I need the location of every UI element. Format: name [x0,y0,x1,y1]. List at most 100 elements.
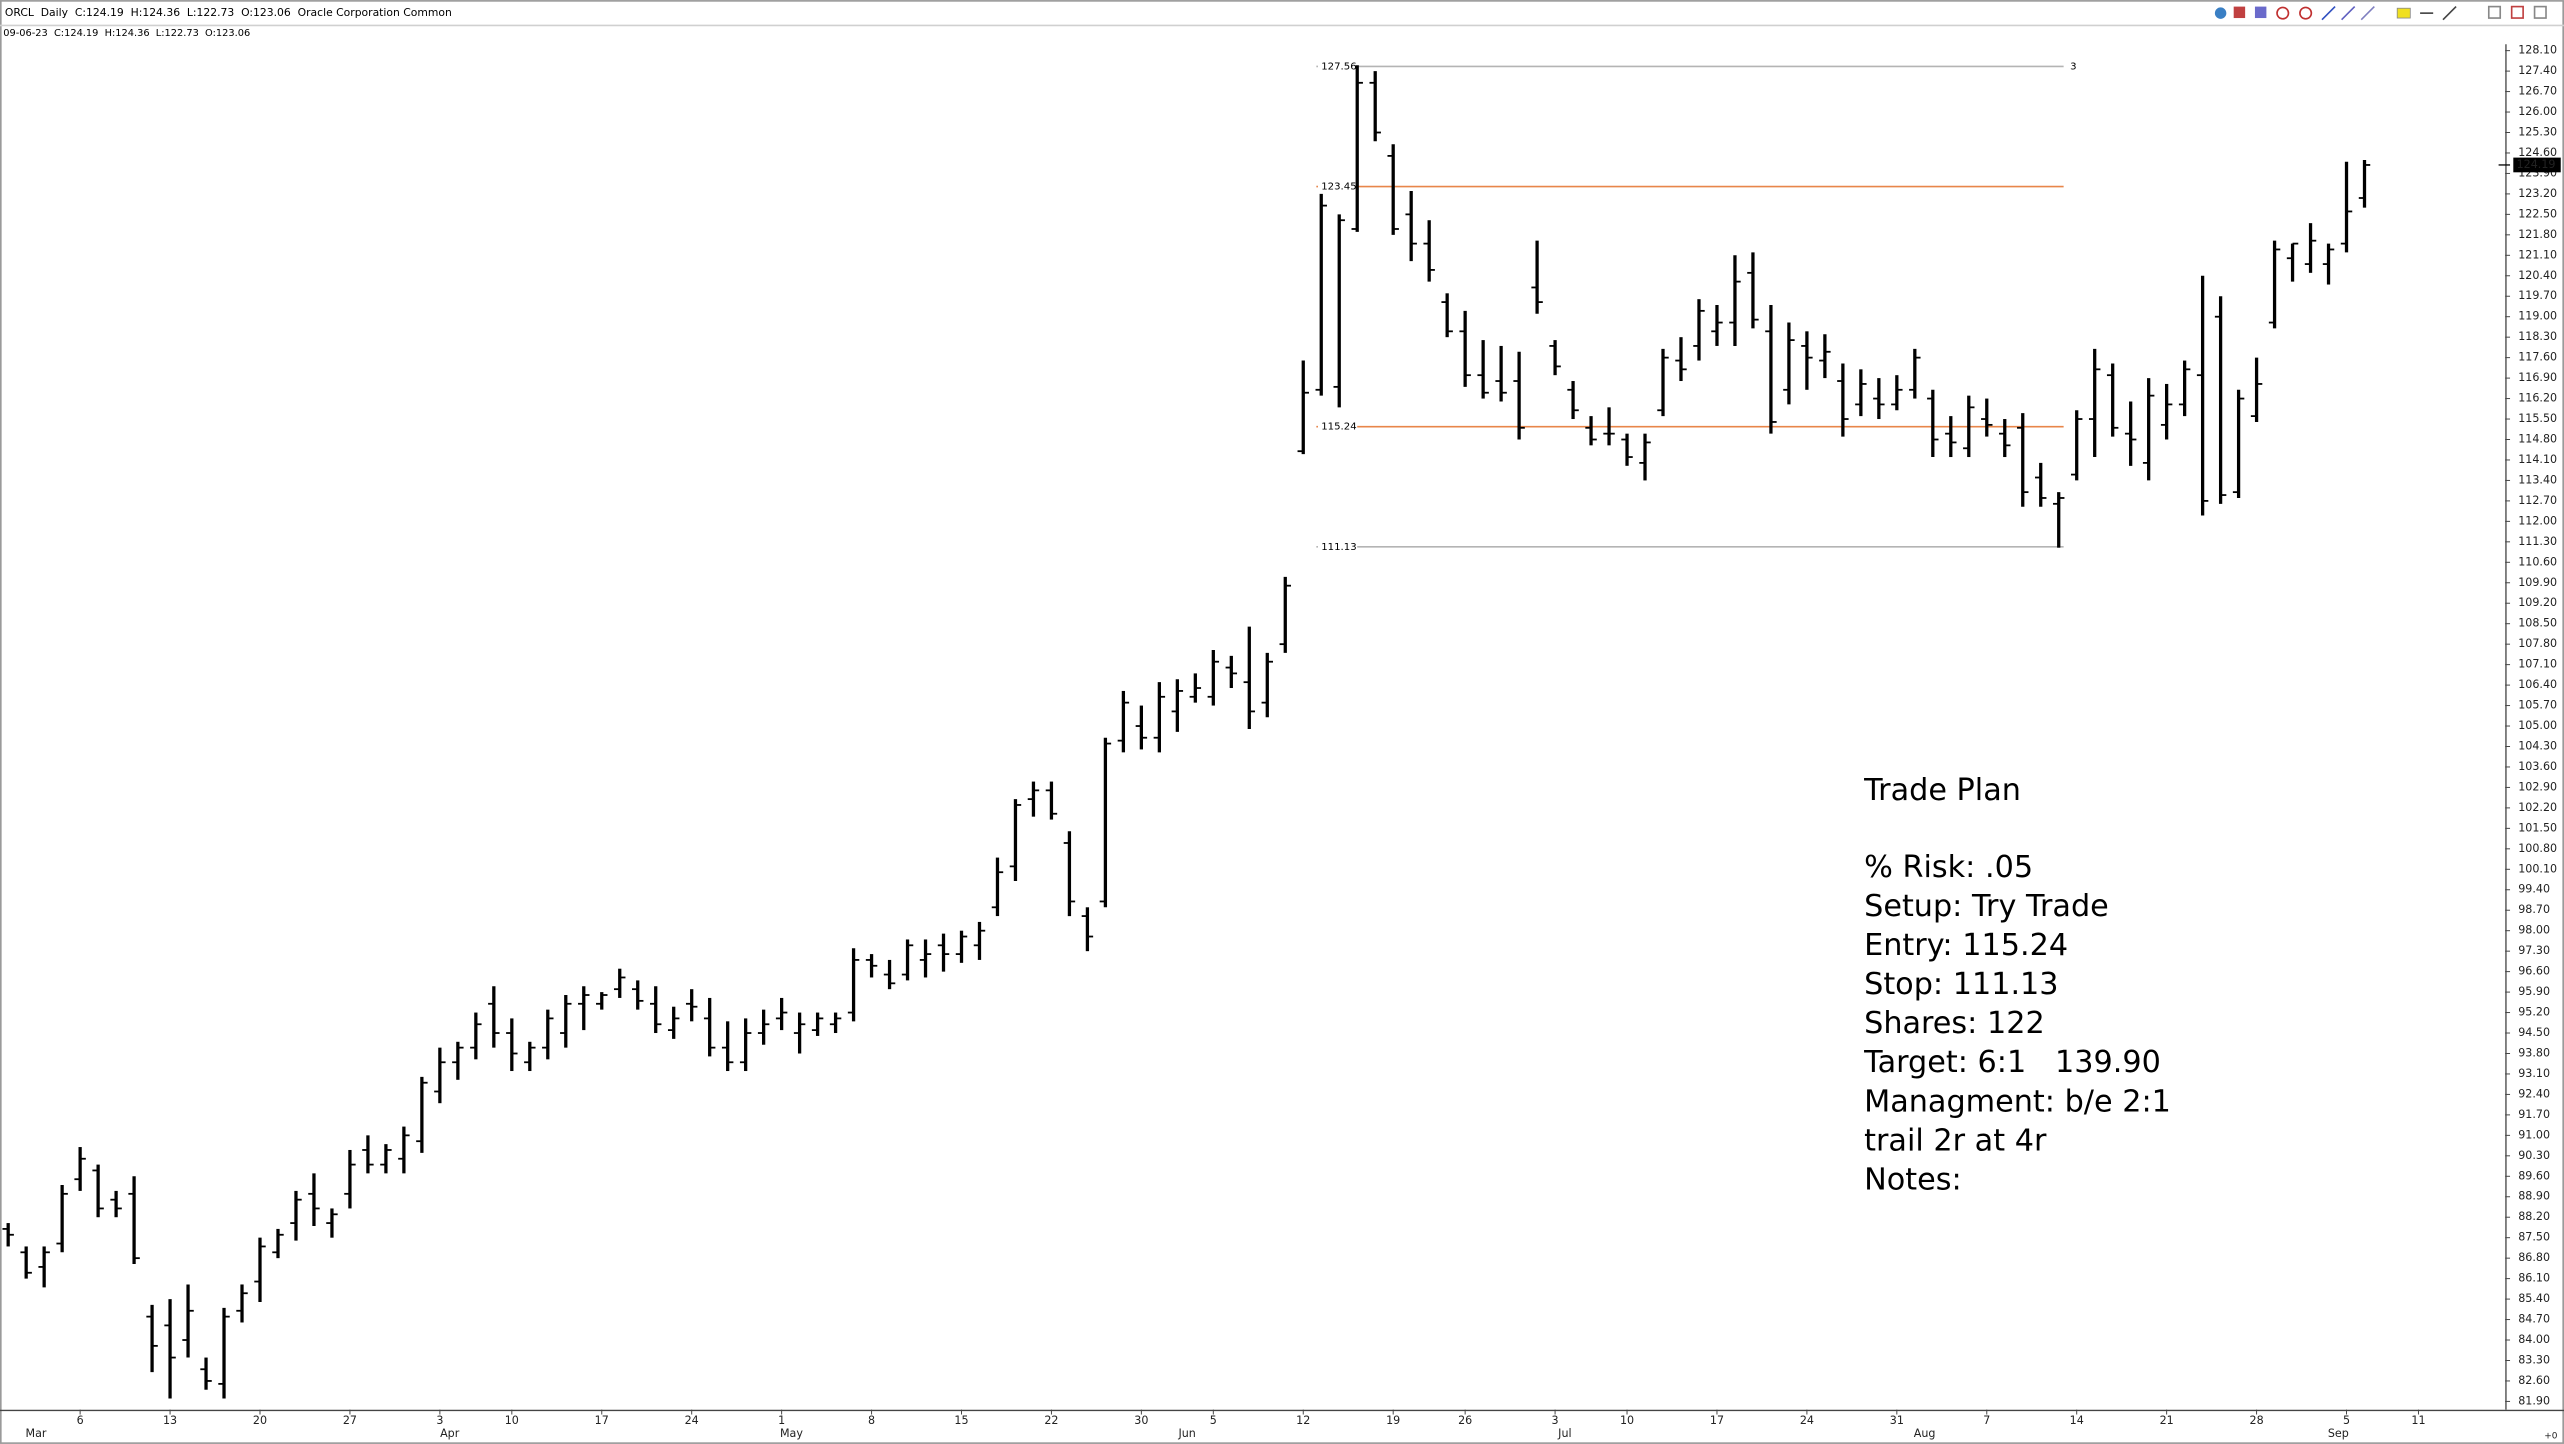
x-tick-label: 11 [2411,1414,2425,1427]
tool-icon[interactable] [2510,5,2524,19]
y-tick-label: 88.90 [2518,1190,2550,1203]
y-tick-label: 91.00 [2518,1128,2550,1141]
y-tick-label: 125.30 [2518,126,2557,139]
y-tick-label: 116.90 [2518,371,2557,384]
x-tick-label: 15 [954,1414,968,1427]
y-tick-label: 95.90 [2518,985,2550,998]
annotation-line: Entry: 115.24 [1864,928,2068,963]
x-tick-label: 6 [77,1414,84,1427]
y-tick-label: 83.30 [2518,1353,2550,1366]
month-label: Jun [1177,1427,1195,1440]
x-tick-label: 17 [1710,1414,1724,1427]
y-tick-label: 112.70 [2518,494,2557,507]
y-tick-label: 108.50 [2518,617,2557,630]
x-tick-label: 1 [778,1414,785,1427]
y-tick-label: 109.20 [2518,596,2557,609]
y-tick-label: 98.00 [2518,924,2550,937]
tool-icon[interactable] [2321,6,2336,21]
x-tick-label: 3 [436,1414,443,1427]
tool-icon[interactable] [2341,6,2356,21]
level-note: 3 [2070,61,2076,72]
y-tick-label: 92.40 [2518,1087,2550,1100]
x-tick-label: 12 [1296,1414,1310,1427]
tool-icon[interactable] [2233,6,2246,19]
toolbar[interactable] [2214,5,2547,21]
tool-icon[interactable] [2254,6,2267,19]
x-tick-label: 19 [1386,1414,1400,1427]
x-tick-label: 10 [1620,1414,1634,1427]
y-tick-label: 98.70 [2518,903,2550,916]
y-tick-label: 96.60 [2518,965,2550,978]
y-tick-label: 119.00 [2518,310,2557,323]
y-tick-label: 107.10 [2518,658,2557,671]
tool-icon[interactable] [2360,6,2375,21]
y-tick-label: 95.20 [2518,1006,2550,1019]
y-tick-label: 102.90 [2518,780,2557,793]
y-tick-label: 88.20 [2518,1210,2550,1223]
tool-icon[interactable] [2396,7,2411,19]
tool-icon[interactable] [2276,6,2290,20]
month-label: Apr [440,1427,460,1440]
x-tick-label: 24 [685,1414,699,1427]
y-tick-label: 115.50 [2518,412,2557,425]
y-tick-label: 107.80 [2518,637,2557,650]
x-tick-label: 31 [1890,1414,1904,1427]
y-tick-label: 119.70 [2518,289,2557,302]
y-tick-label: 124.60 [2518,146,2557,159]
y-tick-label: 102.20 [2518,801,2557,814]
annotation-line: trail 2r at 4r [1864,1123,2047,1158]
x-tick-label: 7 [1983,1414,1990,1427]
y-tick-label: 114.80 [2518,433,2557,446]
y-tick-label: 110.60 [2518,555,2557,568]
y-tick-label: 86.80 [2518,1251,2550,1264]
month-label: Mar [25,1427,46,1440]
price-flag [2513,157,2561,173]
y-tick-label: 112.00 [2518,514,2557,527]
y-tick-label: 121.10 [2518,248,2557,261]
y-tick-label: 105.70 [2518,699,2557,712]
month-label: Aug [1914,1427,1936,1440]
month-label: May [780,1427,803,1440]
tool-icon[interactable] [2533,5,2547,19]
y-tick-label: 120.40 [2518,269,2557,282]
y-tick-label: 89.60 [2518,1169,2550,1182]
chart-title: ORCL Daily C:124.19 H:124.36 L:122.73 O:… [5,6,452,19]
x-tick-label: 30 [1134,1414,1148,1427]
annotation-line: Setup: Try Trade [1864,889,2109,924]
x-tick-label: 27 [343,1414,357,1427]
tool-icon[interactable] [2214,7,2227,19]
annotation-title: Trade Plan [1863,773,2021,808]
annotation-line: Notes: [1864,1163,1962,1198]
y-tick-label: 87.50 [2518,1231,2550,1244]
tool-icon[interactable] [2442,6,2457,21]
tool-icon[interactable] [2299,6,2313,20]
price-flag-label: 124.19 [2517,158,2556,171]
y-tick-label: 93.80 [2518,1046,2550,1059]
tool-icon[interactable] [2487,5,2502,19]
y-tick-label: 113.40 [2518,473,2557,486]
y-tick-label: 81.90 [2518,1394,2550,1407]
y-tick-label: 118.30 [2518,330,2557,343]
x-tick-label: 24 [1800,1414,1814,1427]
y-tick-label: 104.30 [2518,739,2557,752]
y-tick-label: 121.80 [2518,228,2557,241]
y-tick-label: 84.70 [2518,1313,2550,1326]
y-tick-label: 111.30 [2518,535,2557,548]
y-tick-label: 106.40 [2518,678,2557,691]
y-tick-label: 122.50 [2518,207,2557,220]
y-tick-label: 90.30 [2518,1149,2550,1162]
level-label: 115.24 [1321,422,1356,433]
x-tick-label: 26 [1458,1414,1472,1427]
y-tick-label: 105.00 [2518,719,2557,732]
y-tick-label: 84.00 [2518,1333,2550,1346]
level-label-bg [1317,59,1358,73]
x-tick-label: 5 [1210,1414,1217,1427]
y-tick-label: 97.30 [2518,944,2550,957]
annotation-line: Target: 6:1 139.90 [1863,1045,2161,1080]
corner-label: +0 [2544,1431,2558,1441]
annotation-line: % Risk: .05 [1864,850,2033,885]
level-label-bg [1317,540,1358,554]
x-tick-label: 13 [163,1414,177,1427]
y-tick-label: 100.10 [2518,862,2557,875]
